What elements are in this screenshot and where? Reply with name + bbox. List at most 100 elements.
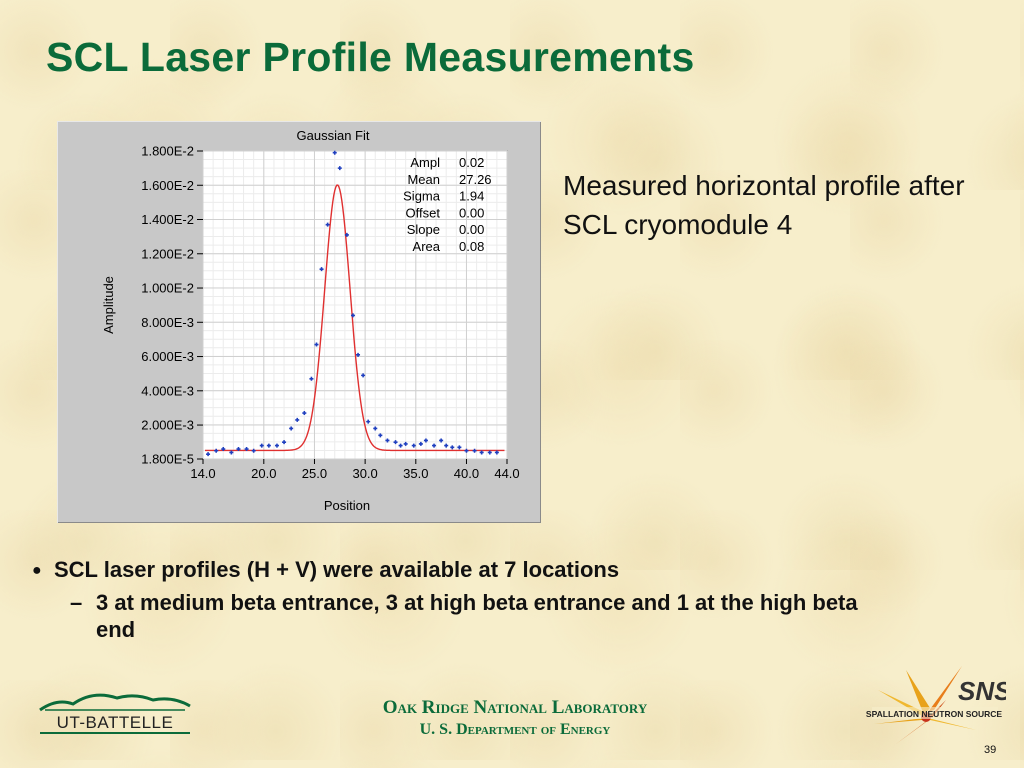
y-tick-label: 8.000E-3 (141, 315, 194, 330)
y-ticks: 1.800E-5 2.000E-3 4.000E-3 6.000E-3 8.000E-3… (141, 144, 203, 467)
y-tick-label: 1.600E-2 (141, 178, 194, 193)
x-axis-label: Position (324, 498, 370, 513)
data-point (378, 433, 383, 438)
data-point (457, 445, 462, 450)
x-ticks: 14.0 20.0 25.0 30.0 35.0 40.0 44.0 (190, 459, 520, 481)
data-point (236, 447, 241, 452)
y-axis-label: Amplitude (101, 276, 116, 334)
x-tick-label: 35.0 (403, 466, 428, 481)
fit-param-value: 0.02 (459, 155, 484, 170)
y-tick-label: 6.000E-3 (141, 349, 194, 364)
page-number: 39 (984, 744, 997, 756)
data-point (295, 417, 300, 422)
data-point (206, 452, 211, 457)
data-point (332, 150, 337, 155)
chart-title: Gaussian Fit (297, 128, 370, 143)
fit-param-label: Sigma (403, 189, 441, 204)
data-points (206, 150, 499, 457)
data-point (337, 166, 342, 171)
gaussian-fit-chart: Gaussian Fit 1.800E-5 2.000E-3 4.000E-3 6.0… (57, 121, 541, 523)
lab-line-2: U. S. Department of Energy (419, 721, 611, 738)
data-point (344, 232, 349, 237)
data-point (373, 426, 378, 431)
data-point (309, 376, 314, 381)
data-point (325, 222, 330, 227)
bullet-text: SCL laser profiles (H + V) were availabl… (54, 557, 620, 582)
data-point (221, 447, 226, 452)
data-point (472, 448, 477, 453)
data-point (356, 352, 361, 357)
fit-param-label: Ampl (410, 155, 440, 170)
bullet-dot-icon: ● (32, 562, 42, 579)
data-point (266, 443, 271, 448)
data-point (244, 447, 249, 452)
sns-logo-text: SNS (958, 676, 1006, 706)
bullet-list: ● SCL laser profiles (H + V) were availa… (32, 557, 912, 643)
y-tick-label: 1.400E-2 (141, 212, 194, 227)
grid (202, 150, 508, 460)
data-point (282, 440, 287, 445)
data-point (259, 443, 264, 448)
data-point (274, 443, 279, 448)
data-point (229, 450, 234, 455)
sns-logo-subtext: SPALLATION NEUTRON SOURCE (866, 709, 1002, 719)
x-tick-label: 44.0 (494, 466, 519, 481)
y-tick-label: 1.200E-2 (141, 246, 194, 261)
data-point (479, 450, 484, 455)
ut-battelle-logo: UT-BATTELLE (39, 693, 191, 734)
y-tick-label: 1.800E-2 (141, 144, 194, 159)
y-tick-label: 2.000E-3 (141, 418, 194, 433)
data-point (361, 373, 366, 378)
data-point (314, 342, 319, 347)
data-point (411, 443, 416, 448)
sub-bullet-item: – 3 at medium beta entrance, 3 at high b… (70, 589, 912, 643)
fit-param-value: 0.00 (459, 222, 484, 237)
data-point (403, 441, 408, 446)
fit-param-value: 0.00 (459, 205, 484, 220)
x-tick-label: 25.0 (302, 466, 327, 481)
data-point (251, 448, 256, 453)
data-point (214, 448, 219, 453)
data-point (450, 445, 455, 450)
data-point (487, 450, 492, 455)
chart-svg: Gaussian Fit 1.800E-5 2.000E-3 4.000E-3 6.0… (101, 128, 520, 513)
lab-name: Oak Ridge National Laboratory U. S. Depa… (300, 697, 730, 739)
data-point (444, 443, 449, 448)
data-point (432, 443, 437, 448)
y-tick-label: 1.800E-5 (141, 452, 194, 467)
fit-param-value: 1.94 (459, 189, 484, 204)
data-point (418, 441, 423, 446)
data-point (464, 448, 469, 453)
data-point (494, 450, 499, 455)
x-tick-label: 30.0 (352, 466, 377, 481)
data-point (350, 313, 355, 318)
data-point (423, 438, 428, 443)
fit-params: Ampl 0.02 Mean 27.26 Sigma 1.94 Offset 0.00 Slop… (403, 155, 491, 254)
fit-param-label: Offset (406, 205, 441, 220)
x-tick-label: 20.0 (251, 466, 276, 481)
data-point (319, 267, 324, 272)
x-tick-label: 40.0 (454, 466, 479, 481)
sub-bullet-text: 3 at medium beta entrance, 3 at high bet… (96, 590, 858, 642)
chart-caption: Measured horizontal profile after SCL cr… (563, 170, 965, 240)
fit-param-label: Mean (407, 172, 440, 187)
fit-param-value: 27.26 (459, 172, 492, 187)
slide-title: SCL Laser Profile Measurements (46, 34, 695, 80)
fit-param-value: 0.08 (459, 239, 484, 254)
fit-param-label: Slope (407, 222, 440, 237)
lab-line-1: Oak Ridge National Laboratory (382, 697, 648, 718)
x-tick-label: 14.0 (190, 466, 215, 481)
sns-logo: SNS SPALLATION NEUTRON SOURCE (866, 666, 1006, 744)
data-point (393, 440, 398, 445)
data-point (289, 426, 294, 431)
fit-param-label: Area (413, 239, 441, 254)
data-point (398, 443, 403, 448)
data-point (366, 419, 371, 424)
bullet-item: ● SCL laser profiles (H + V) were availa… (32, 557, 912, 585)
y-tick-label: 1.000E-2 (141, 281, 194, 296)
data-point (302, 411, 307, 416)
data-point (385, 438, 390, 443)
ut-battelle-logo-text: UT-BATTELLE (57, 713, 174, 732)
sub-bullet-dash-icon: – (70, 590, 83, 615)
data-point (439, 438, 444, 443)
